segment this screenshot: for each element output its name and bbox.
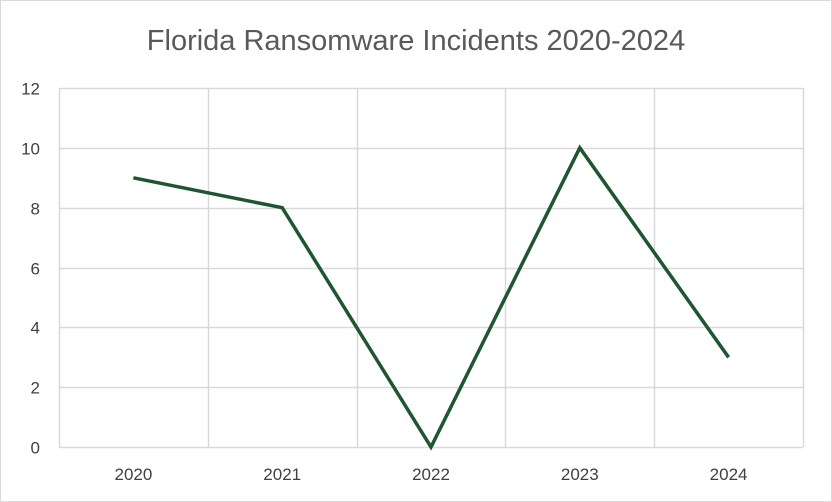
gridlines	[58, 87, 805, 449]
series-layer	[133, 144, 731, 451]
y-axis-tick-labels: 0 2 4 6 8 10 12	[21, 80, 40, 458]
y-tick-label: 0	[31, 439, 40, 458]
y-tick-label: 6	[31, 260, 40, 279]
y-tick-label: 4	[31, 319, 40, 338]
series-line	[133, 144, 731, 451]
x-tick-label: 2021	[263, 465, 301, 484]
x-tick-label: 2023	[561, 465, 599, 484]
chart-title: Florida Ransomware Incidents 2020-2024	[146, 25, 686, 57]
y-tick-label: 12	[21, 80, 40, 99]
y-tick-label: 10	[21, 140, 40, 159]
x-tick-label: 2020	[114, 465, 152, 484]
y-tick-label: 2	[31, 379, 40, 398]
x-axis-tick-labels: 2020 2021 2022 2023 2024	[114, 465, 747, 484]
x-tick-label: 2022	[412, 465, 450, 484]
x-tick-label: 2024	[710, 465, 748, 484]
y-tick-label: 8	[31, 200, 40, 219]
